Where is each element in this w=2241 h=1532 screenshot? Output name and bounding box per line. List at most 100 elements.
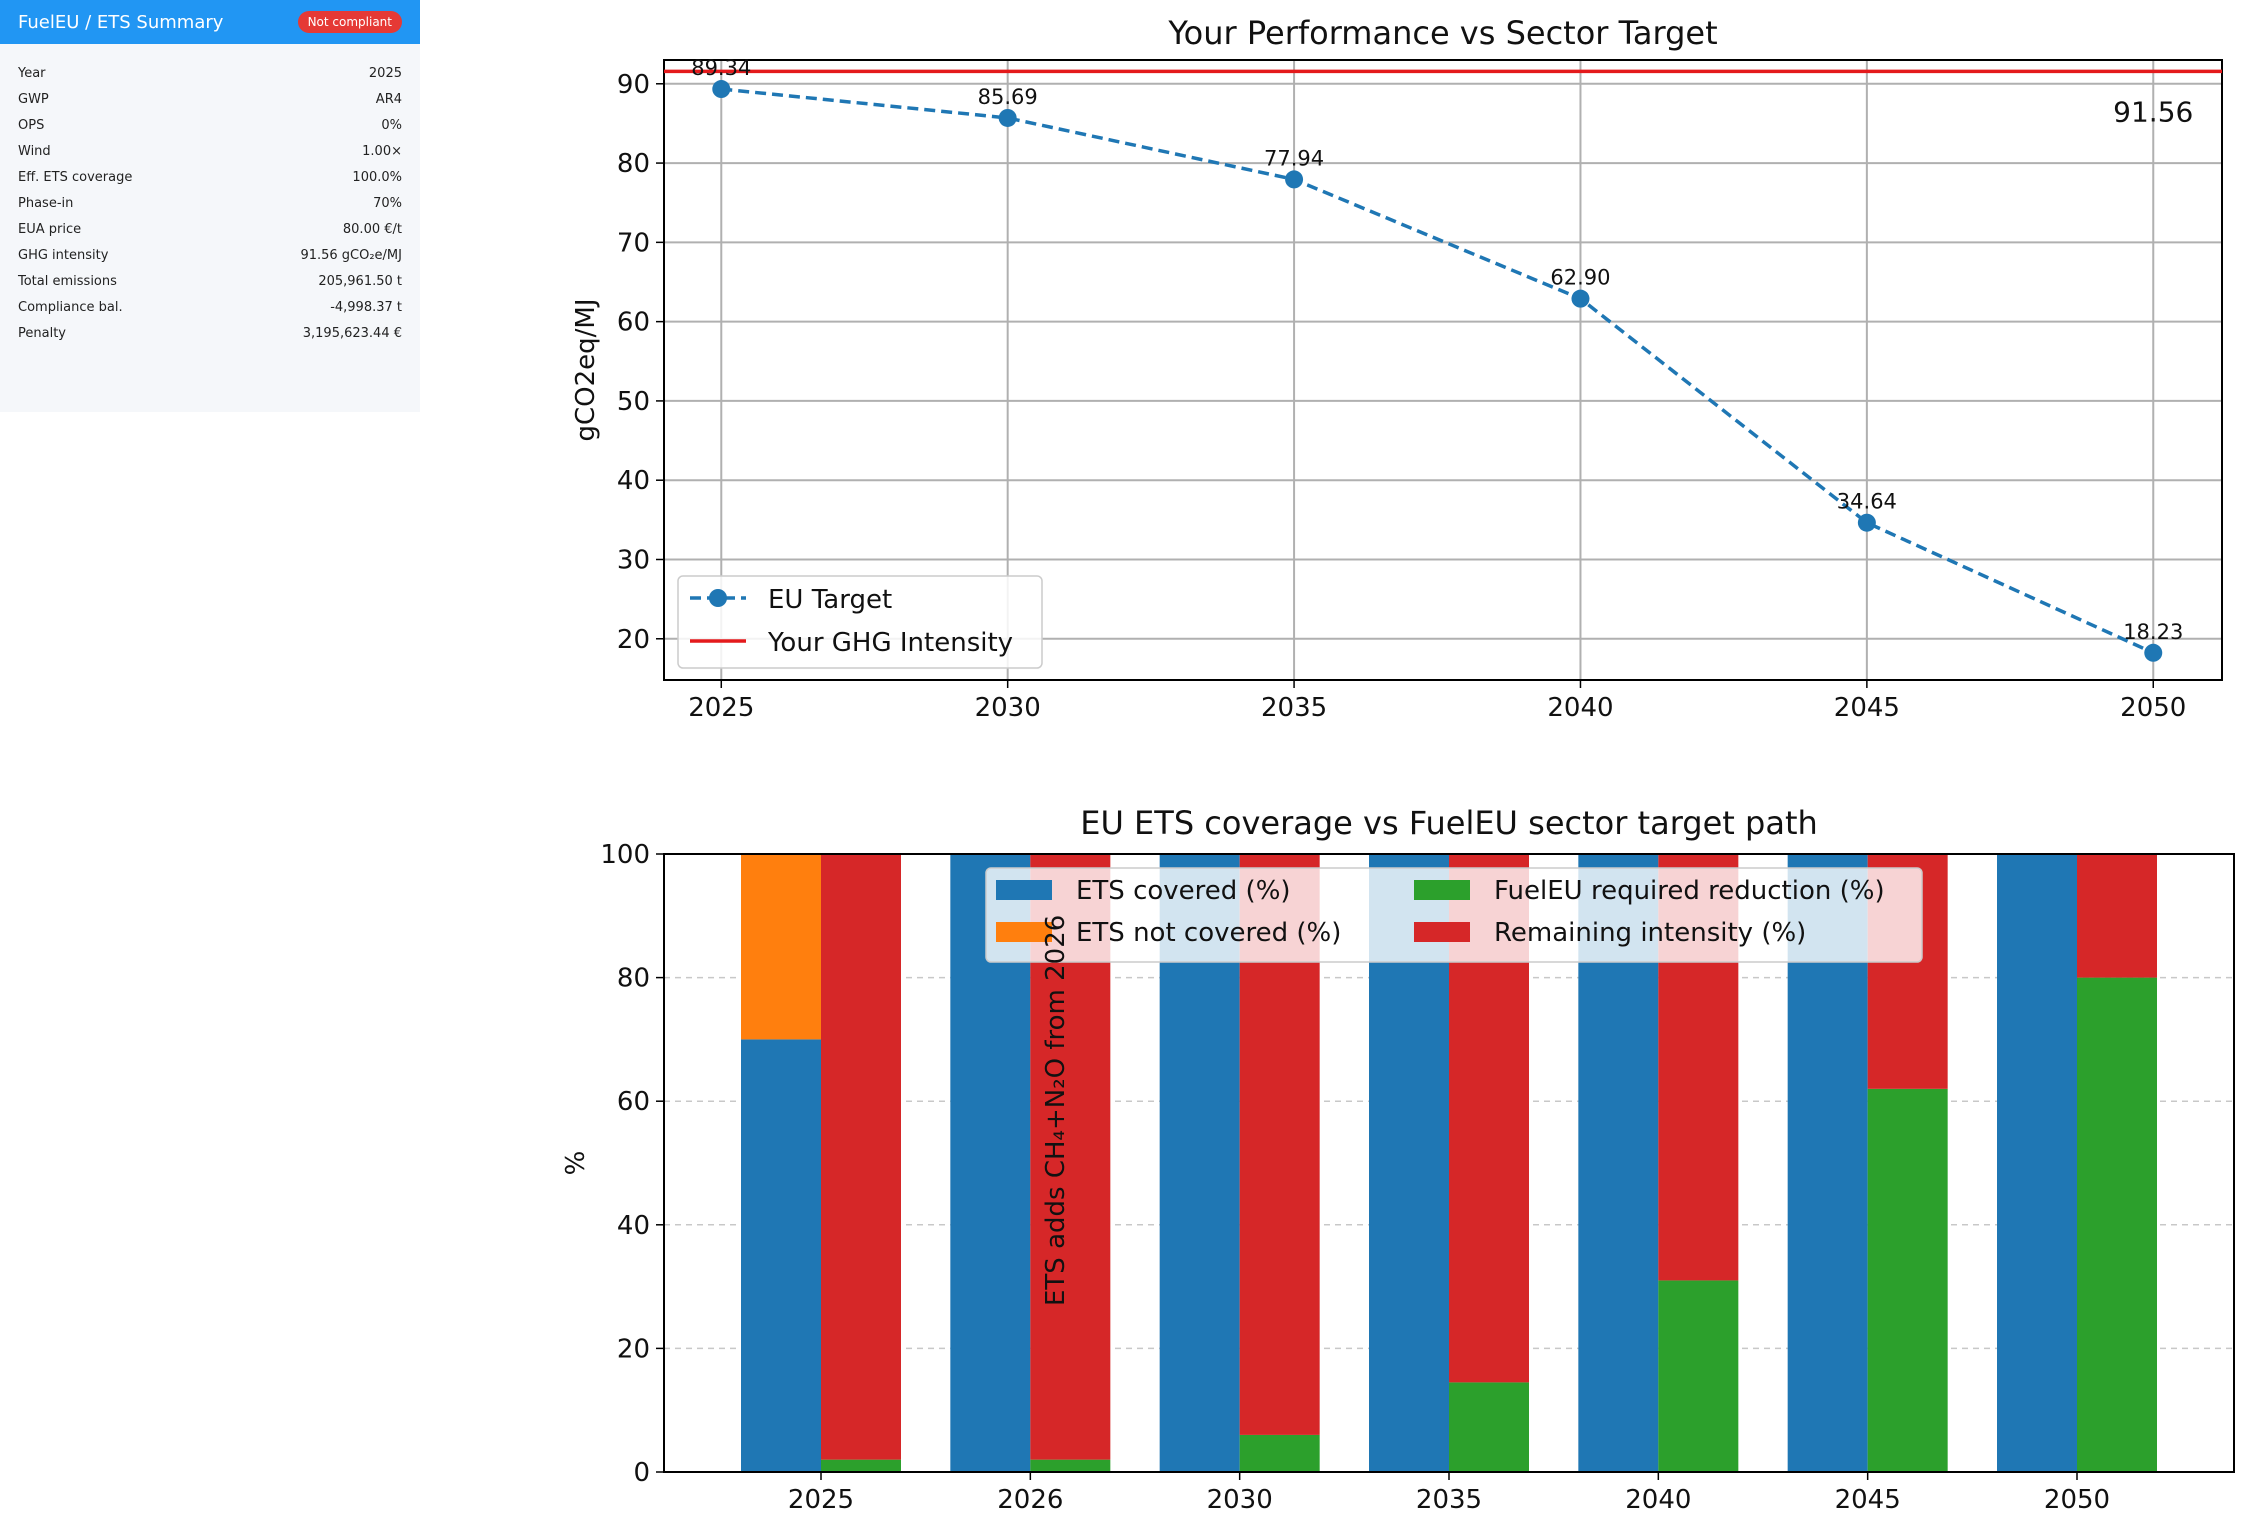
legend-label: FuelEU required reduction (%) bbox=[1494, 876, 1885, 906]
summary-row-label: Compliance bal. bbox=[18, 299, 123, 315]
y-tick-label: 20 bbox=[617, 625, 650, 655]
plot-frame bbox=[663, 59, 2223, 681]
eu-target-point bbox=[2144, 643, 2163, 662]
y-tick-label: 30 bbox=[617, 545, 650, 575]
ets-annotation: ETS adds CH₄+N₂O from 2026 bbox=[1041, 915, 1071, 1306]
summary-row-label: Eff. ETS coverage bbox=[18, 169, 133, 185]
summary-row-value: 70% bbox=[373, 195, 402, 211]
summary-row-value: 91.56 gCO₂e/MJ bbox=[300, 247, 402, 263]
legend-box bbox=[677, 575, 1043, 669]
data-label: 62.90 bbox=[1550, 266, 1610, 290]
summary-row-value: 1.00× bbox=[362, 143, 402, 159]
bar-fueleu-required-reduction bbox=[1658, 1280, 1739, 1472]
summary-row-label: Wind bbox=[18, 143, 51, 159]
summary-row-value: 2025 bbox=[368, 65, 402, 81]
summary-row-label: Penalty bbox=[18, 325, 66, 341]
summary-row-value: -4,998.37 t bbox=[330, 299, 402, 315]
y-tick-label: 50 bbox=[617, 387, 650, 417]
x-tick-label: 2040 bbox=[1547, 693, 1613, 723]
legend-swatch bbox=[996, 922, 1052, 942]
eu-target-point bbox=[712, 80, 731, 99]
bar-fueleu-required-reduction bbox=[1239, 1434, 1320, 1472]
data-label: 77.94 bbox=[1264, 146, 1324, 170]
bar-fueleu-required-reduction bbox=[1449, 1382, 1529, 1472]
chart-title: Your Performance vs Sector Target bbox=[1167, 14, 1717, 52]
y-tick-label: 80 bbox=[617, 149, 650, 179]
y-tick-label: 70 bbox=[617, 228, 650, 258]
y-tick-label: 60 bbox=[617, 1087, 650, 1117]
data-label: 85.69 bbox=[978, 85, 1038, 109]
legend-label: ETS covered (%) bbox=[1076, 876, 1291, 906]
legend-label: ETS not covered (%) bbox=[1076, 918, 1341, 948]
legend-swatch bbox=[1414, 922, 1470, 942]
summary-row: Total emissions 205,961.50 t bbox=[18, 268, 402, 294]
summary-row-label: GWP bbox=[18, 91, 49, 107]
x-tick-label: 2035 bbox=[1261, 693, 1327, 723]
legend-swatch bbox=[1414, 880, 1470, 900]
legend-label: Your GHG Intensity bbox=[767, 628, 1013, 658]
summary-row: GHG intensity 91.56 gCO₂e/MJ bbox=[18, 242, 402, 268]
data-label: 34.64 bbox=[1837, 490, 1897, 514]
x-tick-label: 2045 bbox=[1835, 1485, 1901, 1515]
x-tick-label: 2030 bbox=[1207, 1485, 1273, 1515]
summary-row-label: Total emissions bbox=[18, 273, 117, 289]
eu-target-line bbox=[721, 87, 2154, 655]
summary-row: Eff. ETS coverage 100.0% bbox=[18, 164, 402, 190]
panel-header: FuelEU / ETS Summary Not compliant bbox=[0, 0, 420, 44]
x-tick-label: 2025 bbox=[788, 1485, 854, 1515]
x-tick-label: 2030 bbox=[975, 693, 1041, 723]
chart-title: EU ETS coverage vs FuelEU sector target … bbox=[1080, 804, 1818, 842]
eu-target-point bbox=[1285, 170, 1304, 189]
eu-target-point bbox=[1857, 513, 1876, 532]
x-tick-label: 2050 bbox=[2120, 693, 2186, 723]
summary-row-label: OPS bbox=[18, 117, 45, 133]
summary-row: Wind 1.00× bbox=[18, 138, 402, 164]
summary-row: Year 2025 bbox=[18, 60, 402, 86]
summary-panel: FuelEU / ETS Summary Not compliant Year 2… bbox=[0, 0, 420, 412]
summary-row-value: 205,961.50 t bbox=[318, 273, 402, 289]
y-tick-label: 20 bbox=[617, 1334, 650, 1364]
data-label: 18.23 bbox=[2123, 620, 2183, 644]
summary-row: Penalty 3,195,623.44 € bbox=[18, 320, 402, 346]
panel-title: FuelEU / ETS Summary bbox=[18, 11, 224, 33]
legend: ETS covered (%) ETS not covered (%) FuelEU… bbox=[985, 867, 1923, 963]
x-tick-label: 2050 bbox=[2044, 1485, 2110, 1515]
summary-row-label: EUA price bbox=[18, 221, 82, 237]
bar-remaining-intensity bbox=[2077, 854, 2157, 978]
y-tick-label: 90 bbox=[617, 70, 650, 100]
plot-frame bbox=[663, 853, 2235, 1473]
x-tick-label: 2035 bbox=[1416, 1485, 1482, 1515]
legend-label: Remaining intensity (%) bbox=[1494, 918, 1806, 948]
data-label: 89.34 bbox=[691, 56, 751, 80]
bar-fueleu-required-reduction bbox=[1030, 1459, 1111, 1472]
y-axis-label: gCO2eq/MJ bbox=[571, 298, 601, 441]
y-tick-label: 40 bbox=[617, 1211, 650, 1241]
y-tick-label: 0 bbox=[633, 1458, 650, 1488]
summary-row-label: Phase-in bbox=[18, 195, 74, 211]
summary-row-label: GHG intensity bbox=[18, 247, 109, 263]
bar-remaining-intensity bbox=[821, 854, 901, 1460]
eu-target-point bbox=[998, 108, 1017, 127]
summary-row: EUA price 80.00 €/t bbox=[18, 216, 402, 242]
bar-ets-covered bbox=[1997, 854, 2077, 1472]
summary-row: Phase-in 70% bbox=[18, 190, 402, 216]
legend: EU Target Your GHG Intensity bbox=[677, 575, 1043, 669]
summary-row-value: 100.0% bbox=[352, 169, 402, 185]
summary-row-label: Year bbox=[18, 65, 46, 81]
legend-eu-target-marker bbox=[709, 589, 727, 607]
bar-fueleu-required-reduction bbox=[821, 1459, 901, 1472]
legend-swatch bbox=[996, 880, 1052, 900]
y-tick-label: 40 bbox=[617, 466, 650, 496]
summary-row: OPS 0% bbox=[18, 112, 402, 138]
summary-row-value: AR4 bbox=[375, 91, 402, 107]
legend-label: EU Target bbox=[768, 585, 892, 615]
bar-chart: EU ETS coverage vs FuelEU sector target … bbox=[561, 804, 2235, 1515]
bar-fueleu-required-reduction bbox=[1867, 1088, 1948, 1472]
summary-row-value: 3,195,623.44 € bbox=[302, 325, 402, 341]
y-axis-label: % bbox=[561, 1151, 591, 1176]
summary-row: GWP AR4 bbox=[18, 86, 402, 112]
x-tick-label: 2045 bbox=[1834, 693, 1900, 723]
x-tick-label: 2026 bbox=[997, 1485, 1063, 1515]
legend-box bbox=[985, 867, 1923, 963]
